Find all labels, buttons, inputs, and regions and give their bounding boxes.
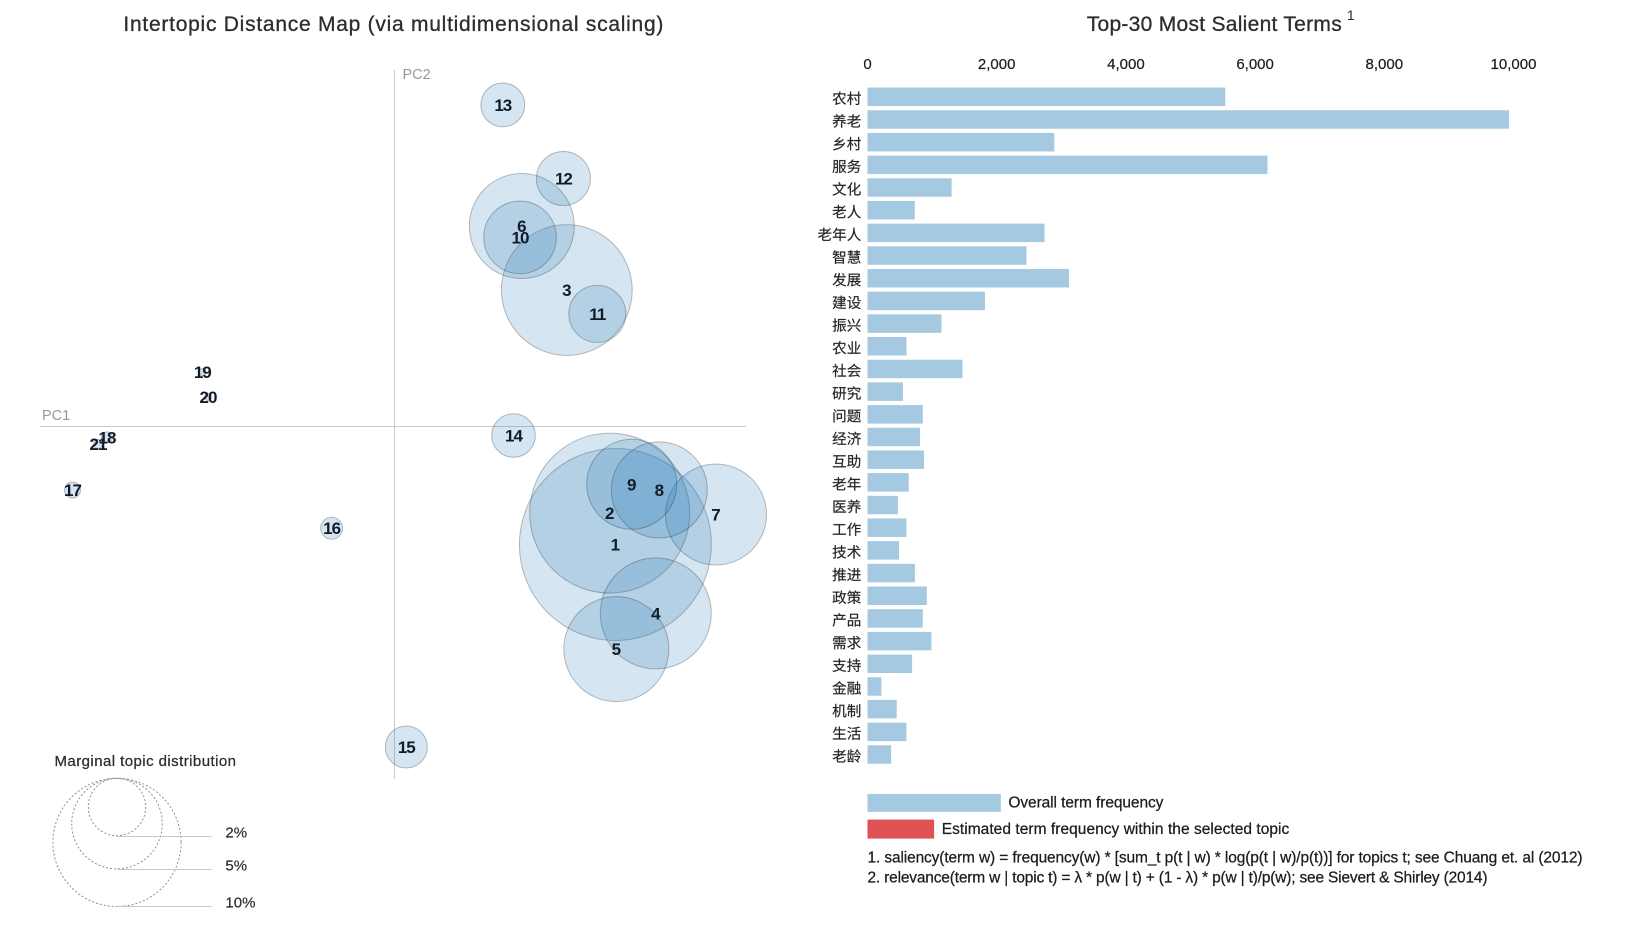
svg-text:6: 6 (517, 217, 526, 236)
svg-text:Intertopic Distance Map (via m: Intertopic Distance Map (via multidimens… (123, 13, 663, 36)
svg-text:9: 9 (627, 475, 636, 494)
svg-text:17: 17 (64, 481, 81, 500)
svg-text:21: 21 (90, 435, 107, 454)
svg-text:2. relevance(term w | topic t): 2. relevance(term w | topic t) = λ * p(w… (868, 870, 1488, 887)
svg-text:7: 7 (711, 506, 720, 525)
svg-text:8: 8 (655, 481, 664, 500)
svg-text:13: 13 (494, 96, 511, 115)
svg-text:12: 12 (555, 170, 572, 189)
svg-text:11: 11 (589, 305, 606, 324)
svg-text:Overall term frequency: Overall term frequency (1008, 794, 1163, 811)
svg-text:19: 19 (194, 363, 211, 382)
svg-text:Estimated term frequency withi: Estimated term frequency within the sele… (942, 821, 1290, 838)
svg-text:15: 15 (398, 738, 415, 757)
svg-text:1: 1 (611, 536, 620, 555)
svg-text:4: 4 (651, 604, 661, 623)
svg-text:10%: 10% (225, 895, 255, 912)
svg-text:10: 10 (512, 228, 529, 247)
svg-text:3: 3 (562, 281, 571, 300)
svg-text:20: 20 (200, 388, 217, 407)
svg-text:10,000: 10,000 (1491, 56, 1537, 73)
svg-text:5: 5 (612, 640, 621, 659)
svg-text:0: 0 (863, 56, 871, 73)
svg-text:2%: 2% (225, 825, 247, 842)
svg-text:PC1: PC1 (42, 408, 70, 424)
svg-text:Top-30 Most Salient Terms: Top-30 Most Salient Terms (1087, 13, 1342, 36)
svg-text:1. saliency(term w) = frequenc: 1. saliency(term w) = frequency(w) * [su… (868, 850, 1583, 867)
svg-text:8,000: 8,000 (1366, 56, 1404, 73)
svg-text:4,000: 4,000 (1107, 56, 1145, 73)
svg-text:6,000: 6,000 (1236, 56, 1274, 73)
svg-text:PC2: PC2 (403, 67, 431, 83)
svg-text:2: 2 (605, 504, 614, 523)
svg-text:1: 1 (1347, 7, 1355, 23)
svg-text:16: 16 (323, 519, 340, 538)
svg-text:18: 18 (99, 428, 116, 447)
svg-text:2,000: 2,000 (978, 56, 1016, 73)
svg-text:14: 14 (505, 427, 523, 446)
svg-text:5%: 5% (225, 858, 247, 875)
svg-text:Marginal topic distribution: Marginal topic distribution (55, 753, 237, 770)
